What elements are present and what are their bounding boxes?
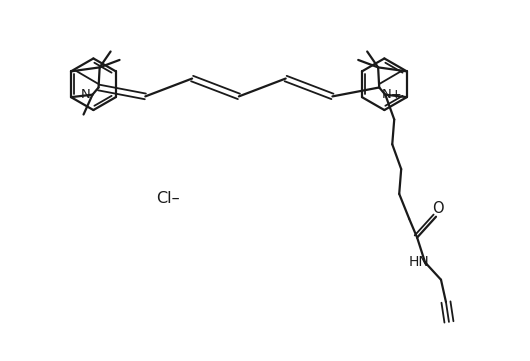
Text: Cl–: Cl– — [156, 191, 180, 206]
Text: N+: N+ — [382, 88, 403, 101]
Text: N: N — [81, 88, 91, 101]
Text: O: O — [432, 201, 444, 216]
Text: HN: HN — [409, 255, 429, 269]
